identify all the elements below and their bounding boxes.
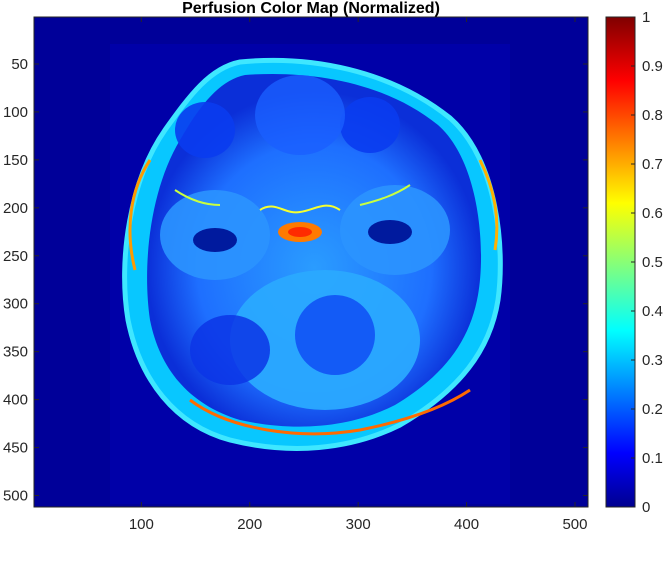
colorbar-tick-label: 0.7 xyxy=(642,156,663,173)
x-axis: 100 200 300 400 500 xyxy=(129,17,588,533)
colorbar-tick-label: 0.8 xyxy=(642,107,663,124)
y-tick-label: 50 xyxy=(11,56,28,73)
colorbar-tick-label: 0 xyxy=(642,499,650,516)
y-tick-label: 150 xyxy=(3,152,28,169)
colorbar-tick-label: 0.1 xyxy=(642,450,663,467)
colorbar-gradient xyxy=(605,16,636,508)
colorbar-tick-label: 0.3 xyxy=(642,352,663,369)
colorbar-tick-label: 0.5 xyxy=(642,254,663,271)
x-tick-label: 400 xyxy=(454,516,479,533)
y-tick-label: 500 xyxy=(3,487,28,504)
x-tick-label: 500 xyxy=(562,516,587,533)
x-tick-label: 100 xyxy=(129,516,154,533)
chart-title: Perfusion Color Map (Normalized) xyxy=(182,0,440,17)
y-tick-label: 250 xyxy=(3,248,28,265)
colorbar-tick-label: 0.6 xyxy=(642,205,663,222)
x-tick-label: 200 xyxy=(237,516,262,533)
y-axis: 50 100 150 200 250 300 350 400 450 500 xyxy=(3,56,588,504)
colorbar-tick-label: 0.4 xyxy=(642,303,663,320)
y-tick-label: 100 xyxy=(3,104,28,121)
colorbar-tick-label: 0.9 xyxy=(642,58,663,75)
colorbar-tick-label: 1 xyxy=(642,9,650,26)
heatmap-plot: 100 200 300 400 500 50 100 150 200 250 300 350 400 4… xyxy=(3,16,589,533)
colorbar-tick-label: 0.2 xyxy=(642,401,663,418)
y-tick-label: 450 xyxy=(3,440,28,457)
y-tick-label: 300 xyxy=(3,296,28,313)
colorbar: 0 0.1 0.2 0.3 0.4 0.5 0.6 0.7 0.8 0.9 1 xyxy=(605,9,663,516)
plot-border xyxy=(33,16,589,508)
scan-image xyxy=(110,44,510,504)
y-tick-label: 200 xyxy=(3,200,28,217)
y-tick-label: 350 xyxy=(3,344,28,361)
y-tick-label: 400 xyxy=(3,392,28,409)
x-tick-label: 300 xyxy=(346,516,371,533)
